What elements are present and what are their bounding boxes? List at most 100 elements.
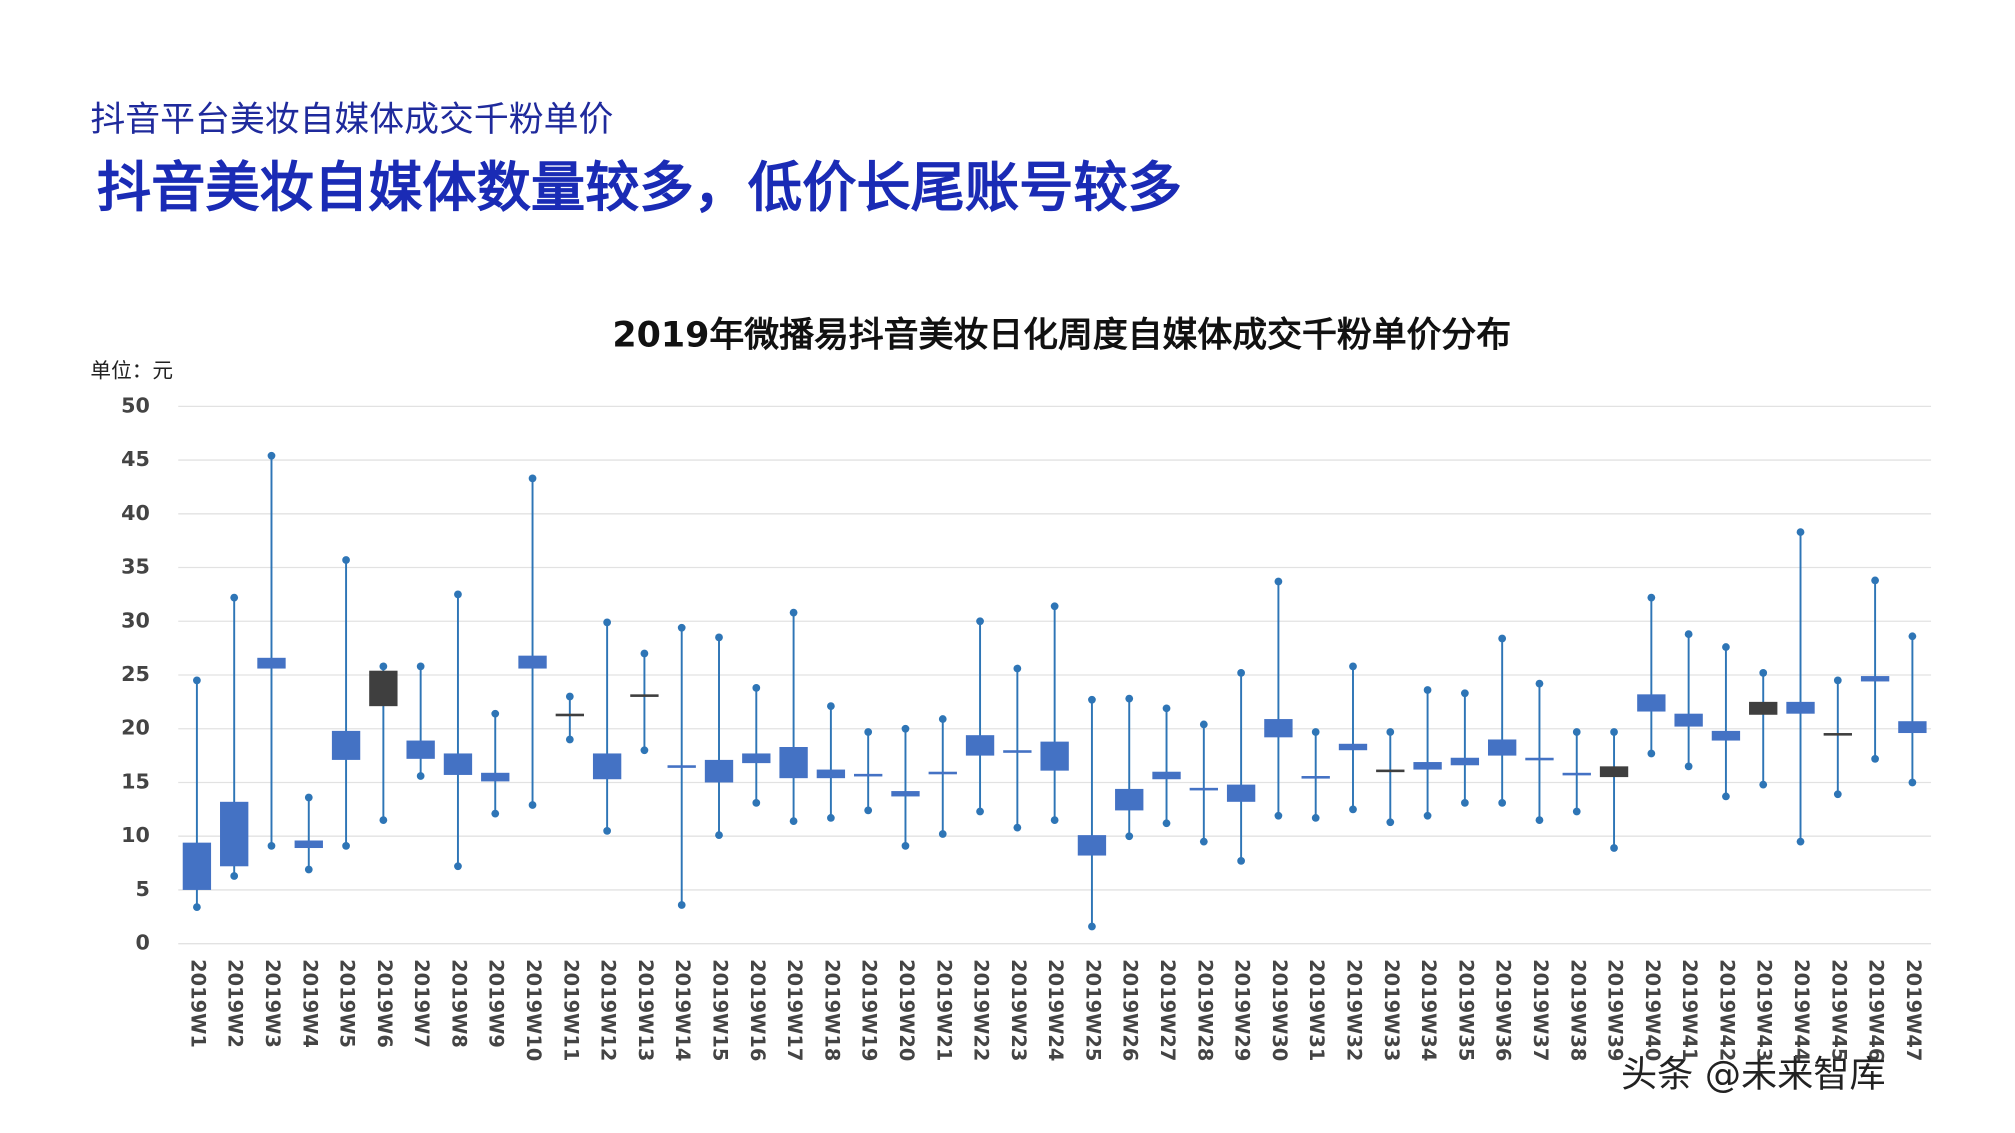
low-dot (1349, 805, 1357, 814)
high-dot (789, 608, 798, 617)
low-dot (416, 772, 425, 780)
low-dot (1088, 922, 1096, 931)
candle-body (555, 713, 585, 717)
high-dot (1684, 630, 1693, 639)
low-dot (230, 872, 239, 880)
candle-body (406, 740, 435, 759)
candle-body (1301, 776, 1330, 779)
y-tick-label: 30 (121, 608, 150, 632)
candle-body (1077, 835, 1107, 856)
low-dot (1125, 832, 1134, 841)
x-tick-label: 2019W17 (783, 959, 806, 1061)
high-dot (1572, 728, 1581, 736)
high-dot (715, 633, 723, 642)
high-dot (491, 709, 500, 718)
candle-body (667, 765, 696, 768)
high-dot (1349, 662, 1357, 671)
candle-body (1860, 676, 1890, 682)
y-tick-label: 0 (135, 931, 149, 955)
low-dot (193, 903, 201, 912)
candle-body (592, 753, 622, 780)
x-tick-label: 2019W31 (1305, 959, 1328, 1061)
source-watermark: 头条 @未来智库 (1621, 1053, 1886, 1096)
low-dot (640, 746, 649, 755)
low-dot (1460, 799, 1469, 807)
candle-body (1338, 743, 1368, 751)
x-tick-label: 2019W37 (1529, 959, 1552, 1061)
low-dot (1684, 762, 1693, 771)
candle-body (816, 769, 846, 779)
x-tick-label: 2019W23 (1007, 959, 1030, 1061)
high-dot (193, 676, 201, 685)
candle-body (779, 747, 808, 779)
x-tick-label: 2019W36 (1492, 959, 1515, 1061)
high-dot (1610, 728, 1618, 736)
x-tick-label: 2019W47 (1902, 959, 1925, 1061)
candle-body (630, 694, 659, 697)
x-tick-label: 2019W1 (186, 959, 209, 1048)
low-dot (1013, 823, 1022, 832)
low-dot (1050, 816, 1059, 824)
high-dot (1386, 728, 1395, 736)
candle-body (518, 655, 547, 669)
candle-body (891, 791, 920, 797)
low-dot (976, 807, 984, 816)
candle-body (1152, 771, 1181, 780)
high-dot (1013, 664, 1022, 673)
candle-body (257, 657, 286, 669)
high-dot (267, 451, 276, 460)
low-dot (304, 865, 313, 874)
candle-body (1786, 701, 1815, 714)
low-dot (1610, 844, 1618, 852)
page-subtitle: 抖音平台美妆自媒体成交千粉单价 (90, 100, 613, 140)
x-tick-label: 2019W11 (559, 959, 582, 1061)
candle-body (1264, 719, 1293, 738)
x-tick-label: 2019W15 (709, 959, 732, 1061)
candle-body (1599, 766, 1629, 778)
x-tick-label: 2019W5 (336, 959, 359, 1048)
high-dot (416, 662, 425, 671)
x-tick-label: 2019W25 (1081, 959, 1104, 1061)
x-tick-label: 2019W34 (1417, 959, 1440, 1061)
high-dot (1162, 704, 1171, 713)
candle-body (1413, 762, 1442, 770)
low-dot (267, 841, 276, 850)
high-dot (1647, 593, 1656, 602)
high-dot (976, 617, 984, 626)
high-dot (528, 474, 537, 483)
low-dot (379, 816, 388, 824)
high-dot (1088, 695, 1096, 704)
x-tick-label: 2019W44 (1790, 959, 1813, 1061)
high-dot (1722, 643, 1730, 651)
low-dot (1386, 818, 1395, 827)
low-dot (752, 799, 761, 807)
x-tick-label: 2019W13 (634, 959, 657, 1061)
low-dot (1498, 799, 1507, 807)
low-dot (789, 817, 798, 826)
candle-body (1376, 769, 1405, 773)
low-dot (1572, 807, 1581, 816)
x-tick-label: 2019W40 (1641, 959, 1664, 1061)
high-dot (230, 593, 239, 602)
candle-body (1040, 741, 1069, 771)
candle-body (854, 773, 883, 777)
x-tick-label: 2019W43 (1753, 959, 1776, 1061)
x-tick-label: 2019W38 (1566, 959, 1589, 1061)
high-dot (752, 684, 761, 692)
high-dot (901, 724, 910, 733)
high-dot (1125, 694, 1134, 703)
low-dot (901, 841, 910, 850)
low-dot (1535, 816, 1544, 824)
x-tick-label: 2019W3 (261, 959, 284, 1048)
candle-body (1749, 701, 1778, 715)
x-tick-label: 2019W19 (858, 959, 881, 1061)
high-dot (603, 618, 611, 627)
chart-title: 2019年微播易抖音美妆日化周度自媒体成交千粉单价分布 (612, 315, 1511, 356)
low-dot (677, 901, 686, 909)
x-tick-label: 2019W2 (224, 959, 247, 1048)
candle-body (1711, 730, 1741, 741)
candle-body (1898, 721, 1927, 734)
y-tick-label: 45 (121, 447, 150, 471)
low-dot (1237, 857, 1245, 865)
low-dot (1423, 811, 1432, 820)
